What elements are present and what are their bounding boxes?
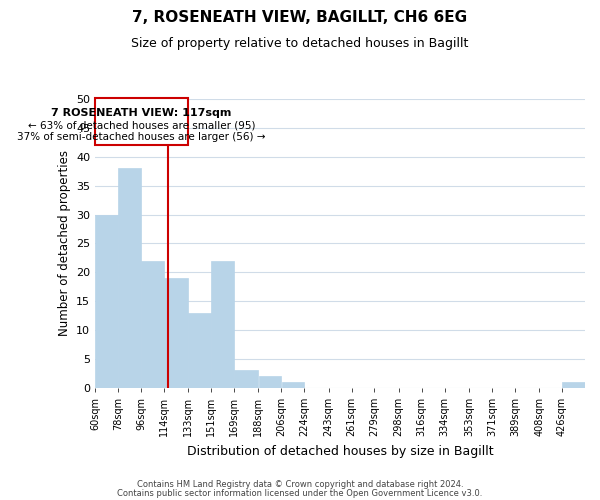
- Bar: [211, 260, 234, 388]
- Bar: [281, 382, 304, 388]
- Text: ← 63% of detached houses are smaller (95): ← 63% of detached houses are smaller (95…: [28, 121, 256, 131]
- Text: Size of property relative to detached houses in Bagillt: Size of property relative to detached ho…: [131, 38, 469, 51]
- FancyBboxPatch shape: [95, 98, 188, 145]
- Text: Contains public sector information licensed under the Open Government Licence v3: Contains public sector information licen…: [118, 489, 482, 498]
- Bar: [259, 376, 281, 388]
- Text: Contains HM Land Registry data © Crown copyright and database right 2024.: Contains HM Land Registry data © Crown c…: [137, 480, 463, 489]
- Text: 7 ROSENEATH VIEW: 117sqm: 7 ROSENEATH VIEW: 117sqm: [52, 108, 232, 118]
- Text: 7, ROSENEATH VIEW, BAGILLT, CH6 6EG: 7, ROSENEATH VIEW, BAGILLT, CH6 6EG: [133, 10, 467, 25]
- Bar: [141, 260, 164, 388]
- Y-axis label: Number of detached properties: Number of detached properties: [58, 150, 71, 336]
- Bar: [95, 214, 118, 388]
- Text: 37% of semi-detached houses are larger (56) →: 37% of semi-detached houses are larger (…: [17, 132, 266, 142]
- Bar: [188, 312, 211, 388]
- Bar: [164, 278, 188, 388]
- Bar: [118, 168, 141, 388]
- Bar: [562, 382, 585, 388]
- X-axis label: Distribution of detached houses by size in Bagillt: Distribution of detached houses by size …: [187, 444, 493, 458]
- Bar: [235, 370, 258, 388]
